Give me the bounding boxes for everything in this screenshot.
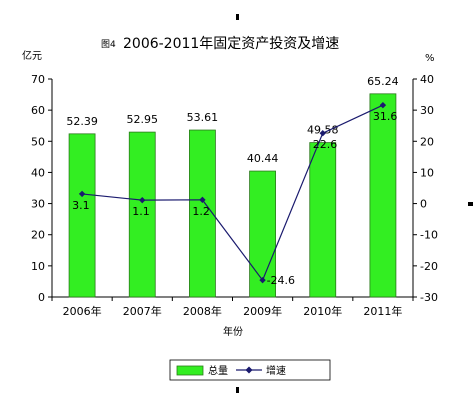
- chart-title: 图4 2006-2011年固定资产投资及增速: [101, 36, 339, 52]
- bar-value-label: 65.24: [367, 75, 399, 88]
- bar: [189, 129, 216, 298]
- x-tick-label: 2010年: [303, 304, 342, 318]
- bar-value-label: 40.44: [247, 152, 279, 165]
- right-tick-label: 0: [420, 198, 427, 211]
- right-tick-label: -30: [420, 291, 438, 304]
- left-tick-label: 20: [31, 229, 45, 242]
- growth-line: [82, 104, 384, 282]
- x-tick-label: 2006年: [63, 304, 102, 318]
- left-tick-label: 0: [38, 291, 45, 304]
- left-tick-label: 60: [31, 104, 45, 117]
- legend-bar-swatch: [176, 365, 204, 376]
- edge-mark: [468, 202, 473, 206]
- x-tick-label: 2011年: [363, 304, 402, 318]
- legend: 总量 增速: [169, 359, 331, 381]
- bar: [309, 142, 337, 298]
- bar: [369, 93, 397, 298]
- x-tick-label: 2008年: [183, 304, 222, 318]
- edge-mark: [236, 14, 239, 20]
- right-tick-label: 20: [420, 135, 434, 148]
- growth-point: [379, 101, 387, 109]
- left-tick-label: 50: [31, 135, 45, 148]
- bar: [128, 131, 156, 298]
- page-edge-marks: [236, 14, 473, 393]
- legend-line-label: 增速: [266, 364, 286, 377]
- x-tick-label: 2007年: [123, 304, 162, 318]
- bar: [249, 170, 276, 298]
- bar-value-label: 52.95: [127, 113, 159, 126]
- growth-point: [199, 196, 206, 204]
- legend-bar-label: 总量: [208, 364, 228, 377]
- x-tick-label: 2009年: [243, 304, 282, 318]
- right-axis-unit: %: [425, 53, 435, 64]
- line-value-label: 1.2: [192, 205, 210, 218]
- line-value-label: 31.6: [373, 110, 398, 123]
- left-axis-unit: 亿元: [22, 49, 42, 62]
- line-value-label: 22.6: [313, 138, 338, 151]
- right-tick-label: -20: [420, 260, 438, 273]
- chart-title-text: 2006-2011年固定资产投资及增速: [123, 36, 339, 52]
- left-tick-label: 70: [31, 73, 45, 86]
- left-tick-label: 30: [31, 198, 45, 211]
- edge-mark: [236, 387, 239, 393]
- bar-value-label: 53.61: [187, 111, 219, 124]
- line-value-label: 3.1: [72, 199, 90, 212]
- left-tick-label: 10: [31, 260, 45, 273]
- growth-point: [259, 276, 266, 284]
- left-tick-label: 40: [31, 166, 45, 179]
- plot-area: 0 10 20 30 40 50 60 70 -30 -20 -10 0 10 20 30 40 2006年 20…: [31, 73, 438, 318]
- right-tick-label: 40: [420, 73, 434, 86]
- x-axis-label: 年份: [223, 325, 243, 338]
- growth-point: [139, 196, 146, 204]
- growth-point: [319, 129, 326, 137]
- line-value-label: 1.1: [132, 205, 150, 218]
- right-tick-label: 10: [420, 166, 434, 179]
- right-tick-label: 30: [420, 104, 434, 117]
- bar-value-label: 52.39: [66, 115, 98, 128]
- right-tick-label: -10: [420, 229, 438, 242]
- bar: [68, 133, 96, 298]
- title-prefix: 图4: [101, 39, 116, 50]
- growth-point: [78, 190, 86, 198]
- legend-line-marker: [245, 366, 253, 374]
- line-value-label: -24.6: [267, 274, 295, 287]
